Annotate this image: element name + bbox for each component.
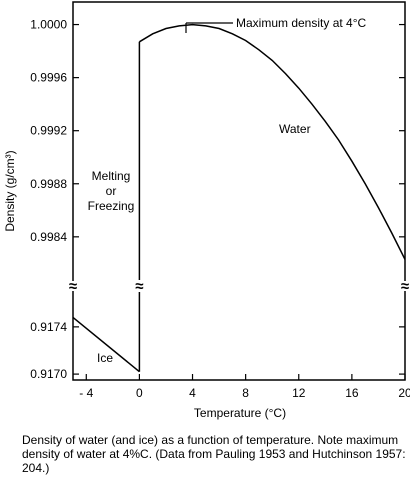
plot-frame xyxy=(72,1,406,381)
x-tick-label: 16 xyxy=(345,386,359,400)
x-tick-label: 8 xyxy=(242,386,249,400)
y-tick-label: 0.9996 xyxy=(30,71,67,85)
series-layer xyxy=(72,23,406,373)
axis-ticks xyxy=(73,23,406,380)
annotation-ice: Ice xyxy=(97,351,113,365)
water-density-curve xyxy=(139,23,406,260)
annotation-melting-2: or xyxy=(106,184,117,198)
x-tick-label: 20 xyxy=(398,386,410,400)
x-tick-label: 4 xyxy=(189,386,196,400)
figure-caption: Density of water (and ice) as a function… xyxy=(22,433,406,475)
x-axis-label: Temperature (°C) xyxy=(194,406,286,420)
x-tick-label: 12 xyxy=(292,386,306,400)
y-tick-label: 0.9992 xyxy=(30,124,67,138)
annotation-water: Water xyxy=(279,122,311,136)
x-tick-labels: - 4 0 4 8 12 16 20 xyxy=(79,386,410,400)
x-tick-label: 0 xyxy=(136,386,143,400)
axis-break-mask xyxy=(134,281,145,291)
y-tick-label: 0.9170 xyxy=(30,367,67,381)
axis-break-mask xyxy=(400,281,410,291)
y-tick-label: 1.0000 xyxy=(30,18,67,32)
ice-density-line xyxy=(72,316,140,373)
x-tick-label: - 4 xyxy=(79,386,93,400)
y-tick-label: 0.9984 xyxy=(30,230,67,244)
axis-break-symbol: ≈ xyxy=(135,278,143,295)
axis-break-symbol: ≈ xyxy=(401,278,409,295)
axis-breaks: ≈ ≈ ≈ xyxy=(68,278,410,295)
axis-break-mask xyxy=(68,281,78,291)
y-tick-label: 0.9174 xyxy=(30,320,67,334)
axis-break-symbol: ≈ xyxy=(69,278,77,295)
y-axis-label: Density (g/cm³) xyxy=(3,150,17,231)
y-tick-labels: 1.0000 0.9996 0.9992 0.9988 0.9984 0.9174 0.91… xyxy=(30,18,67,382)
y-tick-label: 0.9988 xyxy=(30,177,67,191)
annotation-melting-3: Freezing xyxy=(88,199,135,213)
annotation-max-density: Maximum density at 4°C xyxy=(236,16,367,30)
annotation-melting-1: Melting xyxy=(92,169,131,183)
